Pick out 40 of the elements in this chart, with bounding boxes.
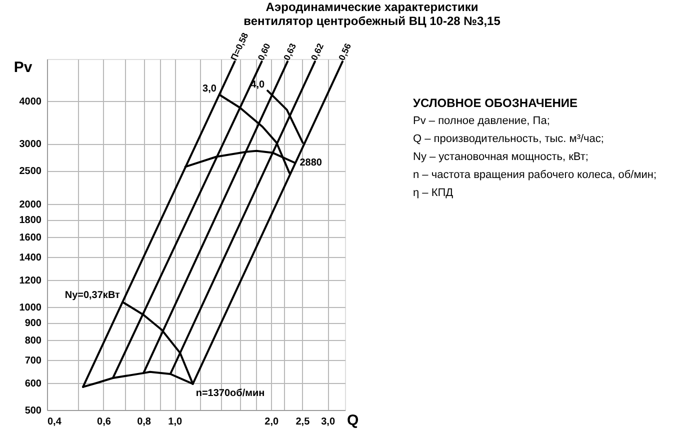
x-tick-label: 0,6 (97, 416, 112, 428)
y-tick-label: 2500 (19, 166, 42, 178)
y-tick-label: 800 (24, 336, 42, 347)
text: вентилятор центробежный ВЦ 10-28 №3,15 (244, 14, 501, 28)
text: УСЛОВНОЕ ОБОЗНАЧЕНИЕ (413, 96, 578, 110)
text: 0,63 (282, 42, 298, 62)
x-tick-label: 2,0 (264, 416, 279, 428)
x-axis-title: Q (347, 412, 359, 429)
y-tick-label: 500 (24, 406, 42, 416)
y-tick-label: 4000 (19, 96, 42, 108)
text: 0,62 (309, 42, 326, 62)
annotation: 4,0 (250, 80, 266, 91)
y-axis-title: Pv (14, 59, 33, 76)
annotation: n=1370об/мин (196, 388, 265, 399)
text: n – частота вращения рабочего колеса, об/мин; (413, 169, 657, 181)
text: Q – производительность, тыс. м³/час; (413, 133, 604, 145)
y-tick-label: 1800 (19, 215, 42, 226)
text: 0,56 (336, 42, 354, 62)
y-tick-label: 1000 (19, 302, 42, 314)
text: Pv – полное давление, Па; (413, 115, 550, 127)
y-tick-label: 1600 (19, 232, 42, 244)
y-tick-label: 3000 (19, 139, 42, 150)
x-tick-label: 0,8 (137, 416, 152, 428)
x-tick-label: 3,0 (321, 416, 336, 428)
x-tick-label: 1,0 (168, 416, 182, 428)
text: Ny – установочная мощность, кВт; (413, 151, 588, 163)
y-tick-label: 900 (24, 318, 42, 330)
text: Аэродинамические характеристики (266, 0, 478, 14)
y-tick-label: 600 (24, 378, 42, 390)
annotation: 3,0 (202, 84, 217, 95)
y-tick-label: 2000 (19, 199, 42, 210)
y-tick-label: 1400 (19, 252, 42, 264)
text: 0,60 (256, 42, 272, 62)
x-tick-label: 0,4 (48, 416, 62, 428)
annotation: 2880 (300, 158, 322, 169)
annotation: Ny=0,37кВт (64, 290, 120, 301)
text: η – КПД (413, 187, 454, 199)
y-tick-label: 700 (24, 355, 42, 366)
x-tick-label: 2,5 (296, 416, 310, 428)
y-tick-label: 1200 (19, 275, 42, 286)
